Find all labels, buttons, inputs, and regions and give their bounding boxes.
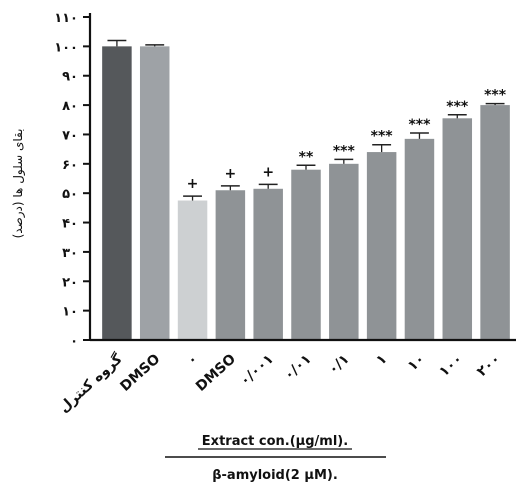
bar <box>404 138 435 340</box>
y-tick-label: ۵۰ <box>62 187 78 202</box>
y-tick-label: ۹۰ <box>62 70 78 85</box>
y-axis-label: بقای سلول ها (درصد) <box>11 129 26 239</box>
significance-mark: *** <box>408 117 431 133</box>
y-tick-label: ۴۰ <box>62 217 78 232</box>
category-label: DMSO <box>117 351 163 395</box>
bar <box>177 200 208 340</box>
x-axis-group-labels: Extract con.(μg/ml). β-amyloid(2 μM). <box>165 434 386 483</box>
y-tick-label: ۶۰ <box>62 158 78 173</box>
category-label: گروه کنترل <box>55 350 126 416</box>
significance-mark: + <box>224 166 236 182</box>
y-axis-ticks: ۰ ۱۰ ۲۰ ۳۰ ۴۰ ۵۰ ۶۰ ۷۰ ۸۰ ۹۰ ۱۰۰ ۱۱۰ <box>54 11 90 349</box>
bar <box>291 169 321 340</box>
category-label: ۱ <box>373 351 390 369</box>
bar <box>215 190 246 340</box>
y-tick-label: ۱۱۰ <box>54 11 78 26</box>
significance-mark: *** <box>446 99 469 115</box>
category-label: ۰/۰۱ <box>281 351 315 383</box>
category-label: ۱۰ <box>405 351 428 374</box>
significance-mark: *** <box>371 129 394 145</box>
y-tick-label: ۰ <box>70 334 78 349</box>
category-label: ۰/۱ <box>325 351 352 378</box>
y-tick-label: ۱۰۰ <box>54 40 78 55</box>
significance-mark: *** <box>484 88 507 104</box>
axes <box>88 13 516 342</box>
bars: ++ +** *************** <box>102 39 510 341</box>
beta-amyloid-label: β-amyloid(2 μM). <box>212 468 338 483</box>
category-label: ۰/۰۰۱ <box>237 351 277 389</box>
significance-mark: *** <box>333 143 356 159</box>
y-tick-label: ۷۰ <box>62 128 78 143</box>
y-tick-label: ۸۰ <box>62 99 78 114</box>
category-label: ۰ <box>184 351 201 369</box>
extract-concentration-label: Extract con.(μg/ml). <box>202 434 348 449</box>
significance-mark: ** <box>299 149 314 165</box>
bar <box>366 152 397 340</box>
significance-mark: + <box>187 176 199 192</box>
category-label: ۱۰۰ <box>436 351 466 380</box>
bar <box>253 188 283 340</box>
bar <box>102 46 132 340</box>
bar <box>329 163 359 340</box>
y-tick-label: ۱۰ <box>62 305 78 320</box>
category-label: DMSO <box>193 351 239 395</box>
bar <box>480 105 510 340</box>
bar <box>442 118 473 341</box>
bar <box>139 46 170 340</box>
y-axis-label-group: بقای سلول ها (درصد) <box>11 129 26 239</box>
y-tick-label: ۳۰ <box>62 246 78 261</box>
y-tick-label: ۲۰ <box>62 275 78 290</box>
significance-mark: + <box>262 164 274 180</box>
category-label: ۲۰۰ <box>474 351 504 380</box>
